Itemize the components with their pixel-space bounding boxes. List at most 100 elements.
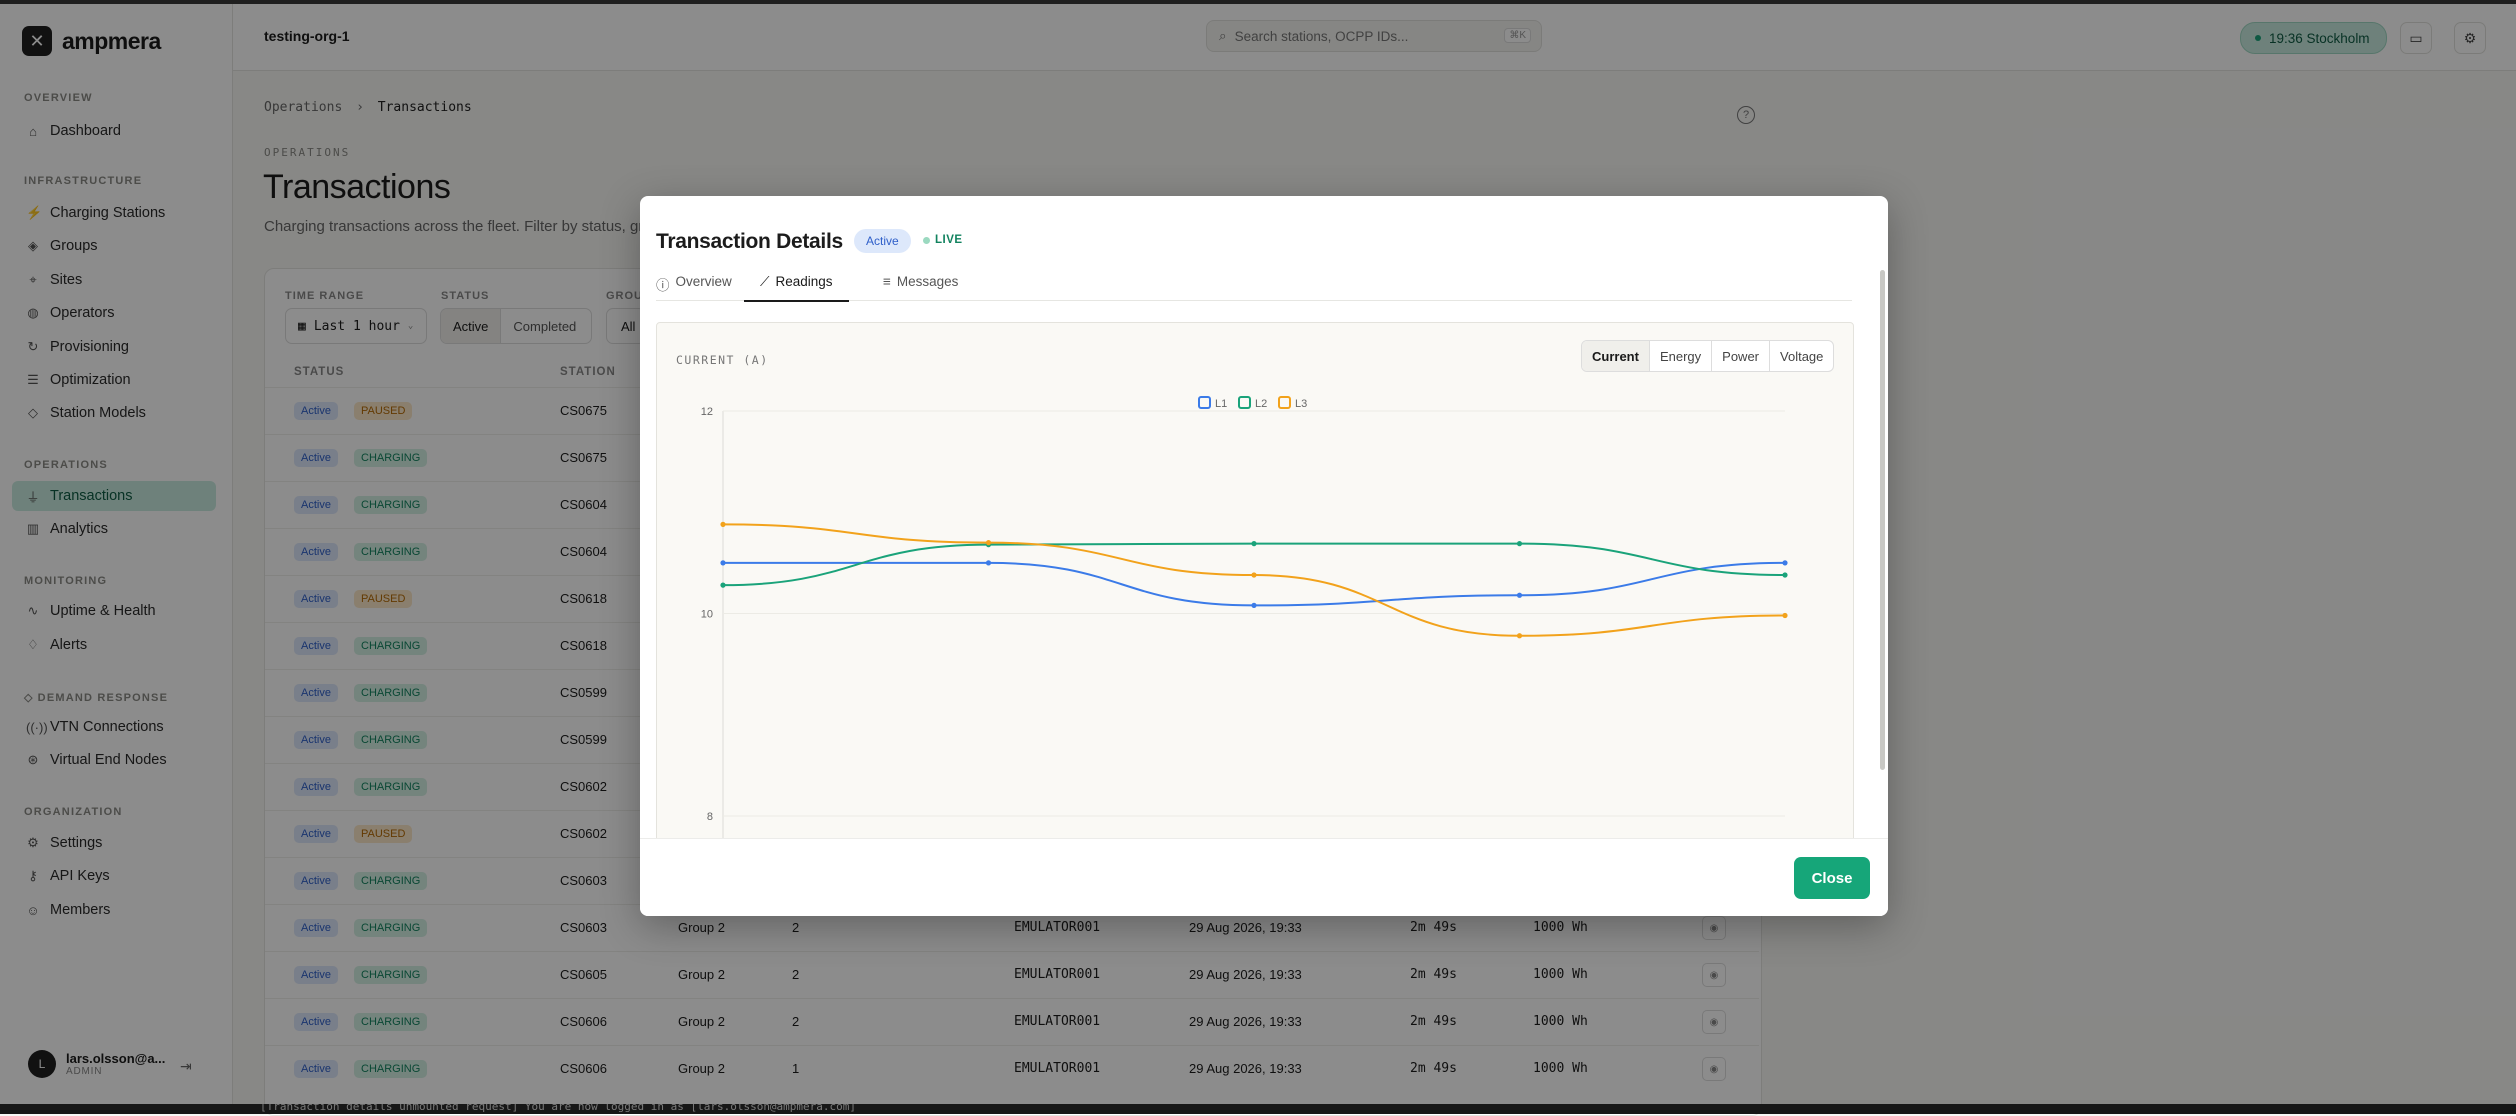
status-badge: Active [294,731,338,749]
live-dot-icon [923,236,930,244]
diamond-icon: ◇ [24,692,34,704]
column-header-station[interactable]: STATION [560,366,616,378]
chat-button[interactable]: ▭ [2400,22,2432,54]
station-id: CS0618 [560,638,607,653]
station-id: CS0618 [560,591,607,606]
sidebar-item-dashboard[interactable]: ⌂ Dashboard [12,116,216,146]
view-icon[interactable]: ◉ [1702,963,1726,987]
sidebar-item-provisioning[interactable]: ↻ Provisioning [27,339,129,355]
page-eyebrow: OPERATIONS [264,146,351,159]
ocpp-id: EMULATOR001 [1014,1061,1101,1076]
logo[interactable]: ✕ ampmera [22,26,161,56]
gear-icon: ⚙ [2463,29,2477,46]
status-badge: Active [294,543,338,561]
sidebar-item-optimization[interactable]: ☰ Optimization [27,372,131,388]
status-badge: Active [854,229,911,253]
sidebar-item-api-keys[interactable]: ⚷ API Keys [12,861,216,891]
chevron-down-icon: ⌄ [407,321,414,331]
close-button[interactable]: Close [1794,857,1870,899]
station-id: CS0675 [560,450,607,465]
sidebar-item-groups[interactable]: ◈ Groups [28,238,98,254]
legend-label-l3: L3 [1295,398,1307,410]
breadcrumb: Operations › Transactions [264,100,472,115]
status-badge: Active [294,496,338,514]
settings-button[interactable]: ⚙ [2454,22,2486,54]
metric-voltage-button[interactable]: Voltage [1769,341,1833,371]
station-id: CS0599 [560,685,607,700]
metric-power-button[interactable]: Power [1711,341,1769,371]
station-id: CS0599 [560,732,607,747]
cube-icon: ◇ [28,405,38,420]
clock-badge[interactable]: 19:36 Stockholm [2240,22,2387,54]
data-point-l1 [1516,592,1523,598]
table-row[interactable] [265,951,1759,998]
table-row[interactable] [265,1045,1759,1092]
help-icon[interactable]: ? [1737,106,1755,124]
sidebar-item-station-models[interactable]: ◇ Station Models [28,405,146,421]
metric-current-button[interactable]: Current [1582,341,1649,371]
sidebar-item-settings[interactable]: ⚙ Settings [27,835,103,851]
chart-title: CURRENT (A) [676,353,769,367]
table-row[interactable] [265,998,1759,1045]
sidebar-item-sites[interactable]: ⌖ Sites [12,265,216,295]
tab-overview[interactable]: ⓘ Overview [656,274,732,293]
time-range-select[interactable]: ▦ Last 1 hour ⌄ [285,308,427,344]
state-badge: CHARGING [354,966,428,984]
sidebar-item-virtual-end-nodes[interactable]: ⊛ Virtual End Nodes [27,752,167,768]
data-point-l3 [1251,572,1257,578]
view-icon[interactable]: ◉ [1702,1010,1726,1034]
status-badge: Active [294,637,338,655]
station-id: CS0606 [560,1061,607,1076]
bell-icon: ♢ [27,637,39,652]
sidebar-item-charging-stations[interactable]: ⚡ Charging Stations [26,205,166,221]
view-icon[interactable]: ◉ [1702,1057,1726,1081]
nav-section-monitoring: MONITORING [24,575,108,587]
ocpp-id: EMULATOR001 [1014,967,1101,982]
column-header-status[interactable]: STATUS [294,366,345,378]
breadcrumb-parent[interactable]: Operations [264,100,343,115]
calendar-icon: ▦ [298,318,306,334]
tab-messages[interactable]: ≡ Messages [883,274,959,289]
user-menu[interactable]: L lars.olsson@a... ADMIN [28,1050,165,1078]
org-name[interactable]: testing-org-1 [264,28,350,44]
sidebar-item-members[interactable]: ☺ Members [26,902,111,918]
status-badge: Active [294,966,338,984]
status-filter-completed[interactable]: Completed [513,318,577,334]
data-point-l3 [1782,612,1788,619]
status-filter: Active Completed [440,308,592,344]
breadcrumb-current: Transactions [377,100,472,115]
state-badge: PAUSED [354,402,413,420]
metric-energy-button[interactable]: Energy [1648,341,1711,371]
metric-selector: Current Energy Power Voltage [1581,340,1835,372]
data-point-l3 [985,540,992,546]
sidebar-item-alerts[interactable]: ♢ Alerts [27,637,88,653]
data-point-l1 [1251,602,1257,608]
ocpp-id: EMULATOR001 [1014,920,1101,935]
search-placeholder: Search stations, OCPP IDs... [1234,28,1409,44]
station-id: CS0675 [560,403,607,418]
modal-scrollbar[interactable] [1880,270,1885,770]
line-chart-icon: ⟋ [760,274,770,289]
modal-footer: Close [640,838,1888,916]
status-filter-active[interactable]: Active [441,309,502,343]
sidebar-item-operators[interactable]: ◍ Operators [27,305,115,321]
status-badge: Active [294,684,338,702]
sidebar-item-transactions[interactable]: ⏚ Transactions [12,481,216,511]
info-icon: ⓘ [656,278,670,293]
state-badge: CHARGING [354,919,428,937]
sidebar-item-vtn-connections[interactable]: ((·)) VTN Connections [26,719,164,735]
gear-icon: ⚙ [27,835,39,850]
started-at: 29 Aug 2026, 19:33 [1189,920,1302,935]
status-badge: Active [294,825,338,843]
group-filter-label: GROU [606,290,643,302]
duration: 2m 49s [1410,1014,1457,1029]
tab-readings[interactable]: ⟋ Readings [744,274,849,302]
search-input[interactable]: ⌕ Search stations, OCPP IDs... ⌘K [1206,20,1542,52]
connector-id: 2 [792,1014,800,1029]
logout-icon[interactable]: ⇥ [180,1058,192,1074]
sidebar-item-analytics[interactable]: ▥ Analytics [26,521,109,537]
energy: 1000 Wh [1533,967,1588,982]
view-icon[interactable]: ◉ [1702,916,1726,940]
sidebar-item-uptime-health[interactable]: ∿ Uptime & Health [27,603,156,619]
location-pin-icon: ⌖ [29,272,37,287]
